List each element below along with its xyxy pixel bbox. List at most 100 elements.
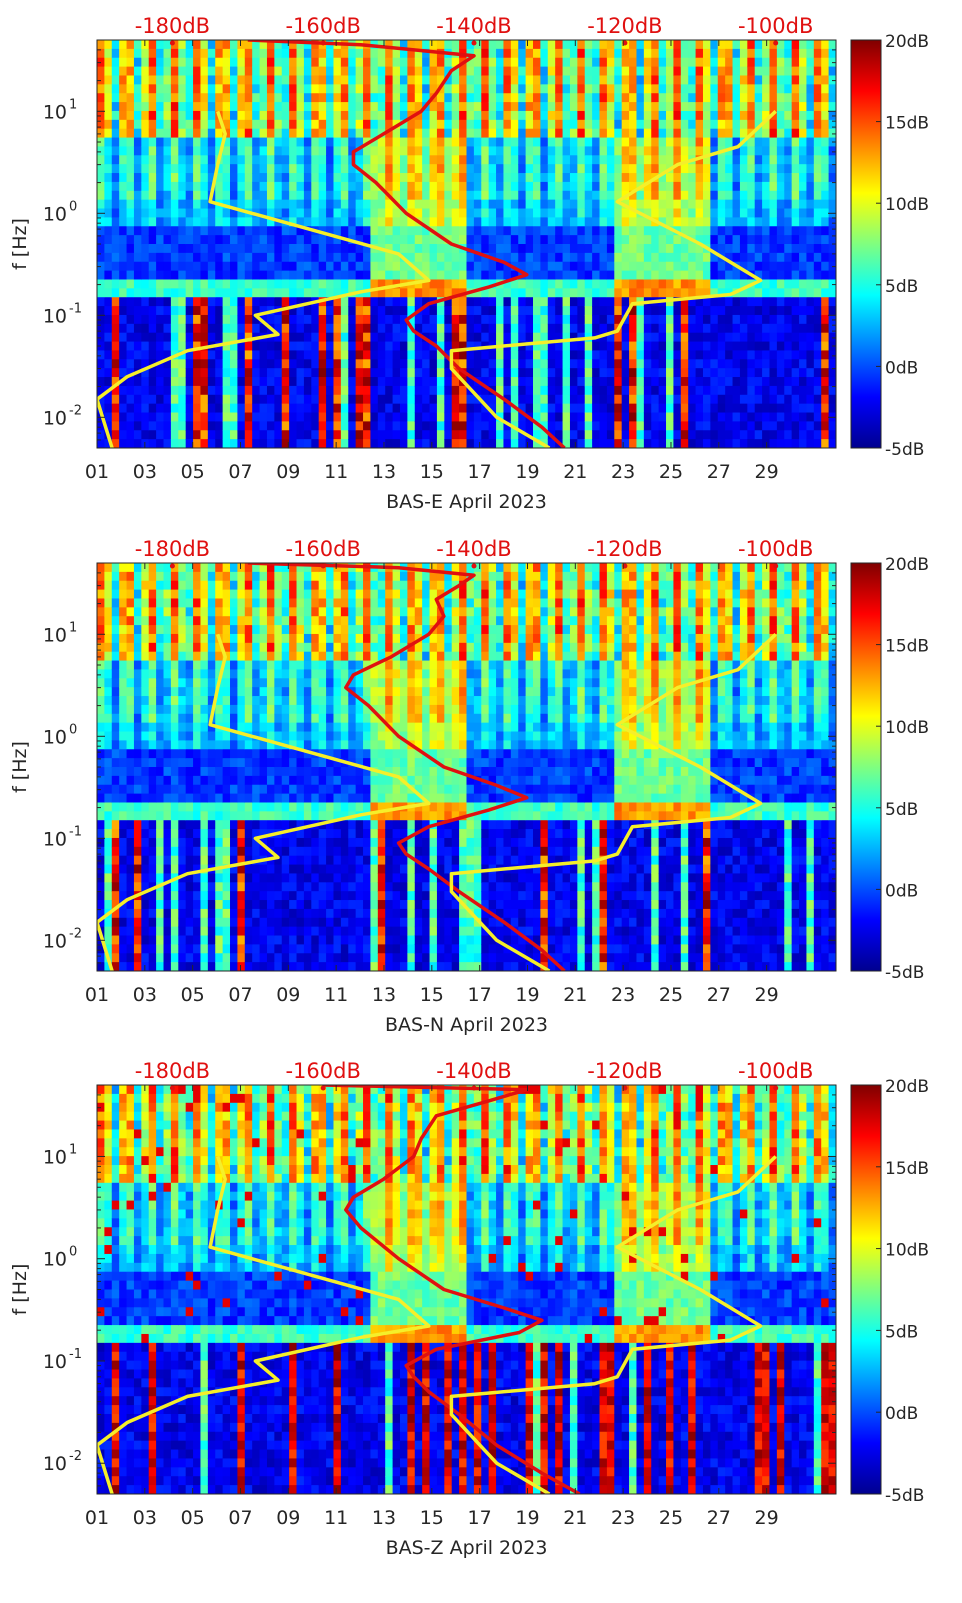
heatmap-cell	[274, 368, 282, 377]
heatmap-cell	[622, 333, 630, 342]
heatmap-cell	[651, 84, 659, 93]
heatmap-cell	[267, 102, 275, 111]
heatmap-cell	[755, 138, 763, 147]
heatmap-cell	[267, 49, 275, 58]
heatmap-cell	[370, 93, 378, 102]
heatmap-cell	[164, 191, 172, 200]
heatmap-cell	[533, 173, 541, 182]
heatmap-cell	[297, 253, 305, 262]
heatmap-cell	[555, 297, 563, 306]
heatmap-cell	[814, 306, 822, 315]
heatmap-cell	[821, 217, 829, 226]
heatmap-cell	[267, 386, 275, 395]
heatmap-cell	[171, 209, 179, 218]
heatmap-cell	[112, 359, 120, 368]
heatmap-cell	[696, 102, 704, 111]
heatmap-cell	[710, 333, 718, 342]
heatmap-cell	[607, 404, 615, 413]
heatmap-cell	[489, 84, 497, 93]
heatmap-cell	[104, 652, 112, 661]
heatmap-cell	[481, 324, 489, 333]
heatmap-cell	[193, 102, 201, 111]
heatmap-cell	[378, 253, 386, 262]
heatmap-cell	[607, 209, 615, 218]
heatmap-cell	[141, 182, 149, 191]
heatmap-cell	[333, 350, 341, 359]
heatmap-cell	[186, 235, 194, 244]
heatmap-cell	[341, 315, 349, 324]
heatmap-cell	[304, 359, 312, 368]
heatmap-cell	[629, 359, 637, 368]
heatmap-cell	[673, 324, 681, 333]
heatmap-cell	[503, 297, 511, 306]
heatmap-cell	[252, 430, 260, 439]
heatmap-cell	[740, 191, 748, 200]
heatmap-cell	[444, 209, 452, 218]
heatmap-cell	[659, 155, 667, 164]
heatmap-cell	[777, 173, 785, 182]
heatmap-cell	[171, 120, 179, 129]
heatmap-cell	[467, 182, 475, 191]
heatmap-cell	[829, 350, 837, 359]
heatmap-cell	[607, 359, 615, 368]
heatmap-cell	[474, 359, 482, 368]
heatmap-cell	[688, 279, 696, 288]
heatmap-cell	[452, 324, 460, 333]
heatmap-cell	[208, 58, 216, 67]
heatmap-cell	[725, 404, 733, 413]
heatmap-cell	[178, 111, 186, 120]
heatmap-cell	[193, 173, 201, 182]
heatmap-cell	[806, 146, 814, 155]
heatmap-cell	[503, 75, 511, 84]
heatmap-cell	[430, 421, 438, 430]
heatmap-cell	[267, 191, 275, 200]
heatmap-cell	[452, 271, 460, 280]
heatmap-cell	[710, 67, 718, 76]
heatmap-cell	[156, 342, 164, 351]
heatmap-cell	[718, 164, 726, 173]
heatmap-cell	[570, 413, 578, 422]
heatmap-cell	[134, 279, 142, 288]
heatmap-cell	[119, 439, 127, 448]
heatmap-cell	[97, 873, 105, 882]
heatmap-cell	[600, 404, 608, 413]
heatmap-cell	[733, 102, 741, 111]
heatmap-cell	[755, 297, 763, 306]
heatmap-cell	[385, 49, 393, 58]
heatmap-cell	[651, 288, 659, 297]
heatmap-cell	[341, 138, 349, 147]
heatmap-cell	[260, 368, 268, 377]
heatmap-cell	[481, 430, 489, 439]
heatmap-cell	[755, 58, 763, 67]
heatmap-cell	[762, 75, 770, 84]
heatmap-cell	[710, 182, 718, 191]
heatmap-cell	[215, 297, 223, 306]
heatmap-cell	[607, 297, 615, 306]
heatmap-cell	[400, 271, 408, 280]
heatmap-cell	[104, 669, 112, 678]
heatmap-cell	[777, 315, 785, 324]
heatmap-cell	[503, 200, 511, 209]
heatmap-cell	[600, 324, 608, 333]
heatmap-cell	[178, 315, 186, 324]
heatmap-cell	[230, 288, 238, 297]
heatmap-cell	[297, 200, 305, 209]
heatmap-cell	[799, 297, 807, 306]
heatmap-cell	[289, 67, 297, 76]
heatmap-cell	[607, 368, 615, 377]
heatmap-cell	[326, 129, 334, 138]
heatmap-cell	[119, 93, 127, 102]
heatmap-cell	[134, 315, 142, 324]
heatmap-cell	[747, 324, 755, 333]
heatmap-cell	[666, 209, 674, 218]
heatmap-cell	[518, 49, 526, 58]
heatmap-cell	[97, 288, 105, 297]
heatmap-cell	[777, 182, 785, 191]
heatmap-cell	[319, 138, 327, 147]
heatmap-cell	[311, 235, 319, 244]
heatmap-cell	[563, 67, 571, 76]
heatmap-cell	[311, 306, 319, 315]
heatmap-cell	[563, 173, 571, 182]
heatmap-cell	[282, 430, 290, 439]
heatmap-cell	[452, 40, 460, 49]
